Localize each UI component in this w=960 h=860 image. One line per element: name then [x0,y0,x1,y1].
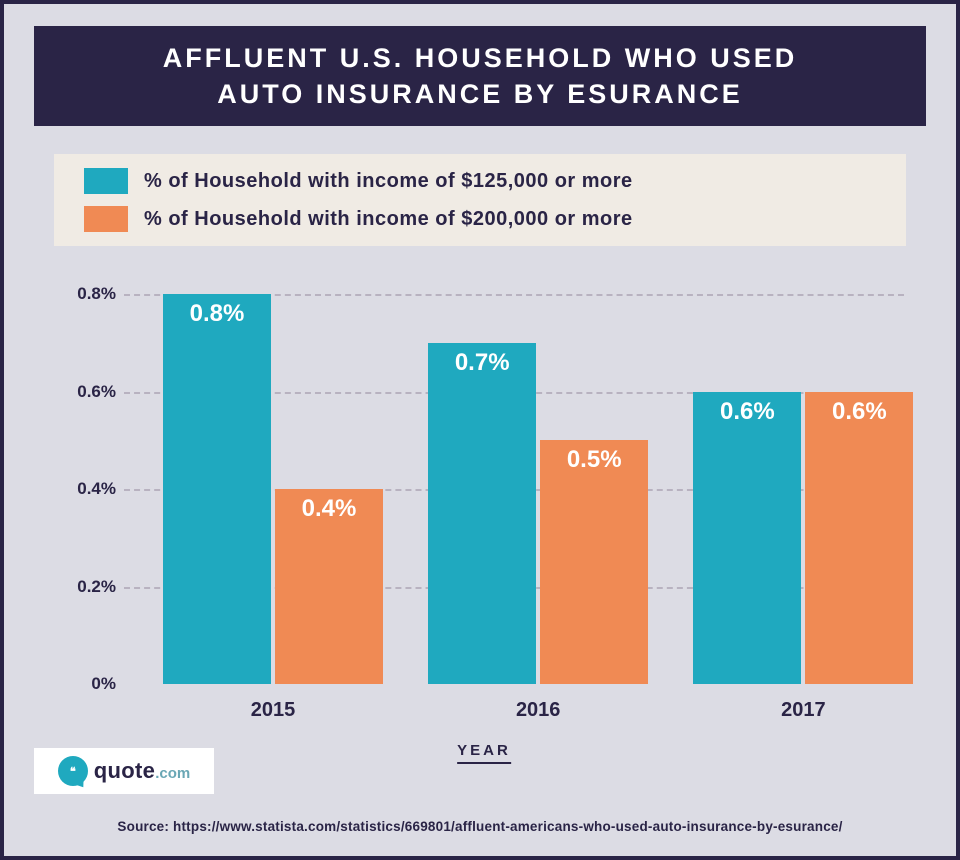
bar-value-label: 0.7% [428,349,536,377]
bar: 0.6% [805,392,913,685]
infographic-canvas: AFFLUENT U.S. HOUSEHOLD WHO USED AUTO IN… [0,0,960,860]
legend-swatch [84,168,128,194]
bar-value-label: 0.6% [693,398,801,426]
x-category-label: 2016 [428,699,648,722]
bar-value-label: 0.5% [540,446,648,474]
y-tick-label: 0.4% [77,479,116,499]
bar: 0.7% [428,343,536,684]
plot-area: 0%0.2%0.4%0.6%0.8%0.8%0.4%20150.7%0.5%20… [124,294,904,684]
legend-item: % of Household with income of $125,000 o… [84,168,906,194]
legend-item: % of Household with income of $200,000 o… [84,206,906,232]
bar-group: 0.8%0.4%2015 [163,294,383,684]
speech-bubble-icon: ❝ [58,756,88,786]
legend: % of Household with income of $125,000 o… [54,154,906,246]
x-category-label: 2015 [163,699,383,722]
logo-name: quote [94,758,155,783]
logo-tld: .com [155,765,190,782]
bar-group: 0.6%0.6%2017 [693,392,913,685]
bar-value-label: 0.8% [163,300,271,328]
bar: 0.4% [275,489,383,684]
title-bar: AFFLUENT U.S. HOUSEHOLD WHO USED AUTO IN… [34,26,926,126]
x-category-label: 2017 [693,699,913,722]
bar-chart: 0%0.2%0.4%0.6%0.8%0.8%0.4%20150.7%0.5%20… [54,294,914,724]
y-tick-label: 0% [91,674,116,694]
legend-label: % of Household with income of $200,000 o… [144,208,633,231]
legend-swatch [84,206,128,232]
quote-logo: ❝ quote.com [34,748,214,794]
y-tick-label: 0.2% [77,577,116,597]
y-tick-label: 0.8% [77,284,116,304]
source-citation: Source: https://www.statista.com/statist… [4,819,956,834]
bar: 0.6% [693,392,801,685]
bar: 0.8% [163,294,271,684]
y-tick-label: 0.6% [77,382,116,402]
bar-value-label: 0.6% [805,398,913,426]
x-axis-label: YEAR [457,742,511,764]
bar-value-label: 0.4% [275,495,383,523]
bar-group: 0.7%0.5%2016 [428,343,648,684]
legend-label: % of Household with income of $125,000 o… [144,170,633,193]
bar: 0.5% [540,440,648,684]
chart-title: AFFLUENT U.S. HOUSEHOLD WHO USED AUTO IN… [163,40,798,113]
